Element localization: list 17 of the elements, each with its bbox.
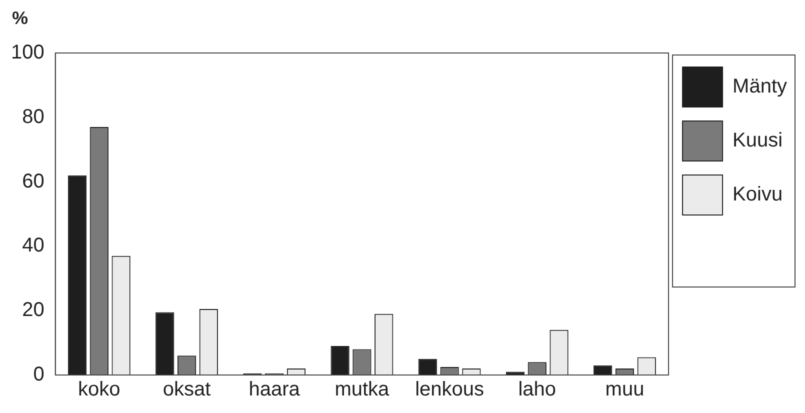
y-tick-label: 60	[22, 170, 44, 192]
y-tick-label: 0	[33, 364, 44, 386]
y-tick-label: 80	[22, 106, 44, 128]
x-tick-label: mutka	[334, 378, 390, 401]
x-tick-label: oksat	[162, 378, 212, 401]
x-tick-label: laho	[518, 378, 556, 401]
legend-label: Koivu	[732, 184, 783, 206]
x-tick-label: muu	[605, 378, 644, 401]
legend-label: Kuusi	[732, 130, 783, 152]
y-tick-label: 20	[22, 299, 44, 322]
x-tick-label: lenkous	[415, 378, 484, 401]
legend-label: Mänty	[732, 76, 788, 98]
x-tick-label: koko	[78, 378, 120, 401]
y-tick-label: 40	[22, 234, 44, 257]
x-tick-label: haara	[248, 378, 301, 401]
y-axis-title: %	[12, 8, 28, 28]
y-tick-label: 100	[10, 42, 44, 64]
